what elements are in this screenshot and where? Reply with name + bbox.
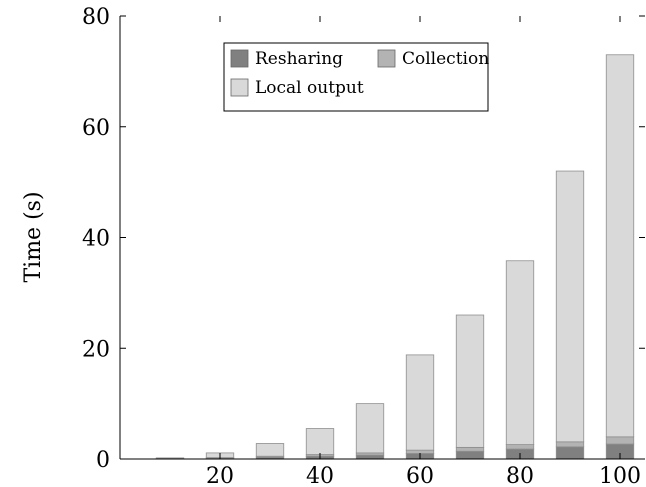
bar-collection-60 <box>405 449 435 454</box>
x-tick-label: 40 <box>306 464 334 487</box>
ticks-layer: 0 20 40 60 80 20 40 60 80 100 <box>82 5 645 487</box>
bars-layer <box>155 54 635 460</box>
legend-swatch-local-output <box>230 78 249 97</box>
bar-local-output-70 <box>455 314 485 448</box>
bar-local-output-40 <box>305 428 335 455</box>
bar-local-output-100 <box>605 54 635 438</box>
y-axis-title: Time (s) <box>21 191 46 282</box>
x-tick-label: 60 <box>406 464 434 487</box>
bar-local-output-30 <box>255 443 285 457</box>
legend-label-collection: Collection <box>402 49 489 69</box>
bar-resharing-90 <box>555 446 585 460</box>
bar-local-output-80 <box>505 260 535 446</box>
bar-collection-90 <box>555 441 585 448</box>
y-tick-label: 0 <box>96 448 110 473</box>
x-tick-label: 20 <box>206 464 234 487</box>
bar-local-output-50 <box>355 403 385 454</box>
legend-label-local-output: Local output <box>255 78 364 98</box>
bar-local-output-10 <box>155 457 185 459</box>
bar-collection-70 <box>455 446 485 452</box>
x-tick-label: 100 <box>599 464 641 487</box>
bar-resharing-70 <box>455 450 485 460</box>
y-tick-label: 20 <box>82 337 110 362</box>
y-tick-label: 60 <box>82 116 110 141</box>
bar-local-output-90 <box>555 170 585 443</box>
legend: Resharing Collection Local output <box>223 42 489 112</box>
bar-collection-100 <box>605 436 635 445</box>
legend-swatch-collection <box>377 49 396 68</box>
legend-box <box>223 42 489 112</box>
legend-label-resharing: Resharing <box>255 49 343 69</box>
legend-swatch-resharing <box>230 49 249 68</box>
x-tick-label: 80 <box>506 464 534 487</box>
y-tick-label: 40 <box>82 227 110 252</box>
bar-local-output-60 <box>405 354 435 451</box>
bar-resharing-50 <box>355 454 385 460</box>
bar-collection-80 <box>505 444 535 450</box>
y-tick-label: 80 <box>82 5 110 30</box>
